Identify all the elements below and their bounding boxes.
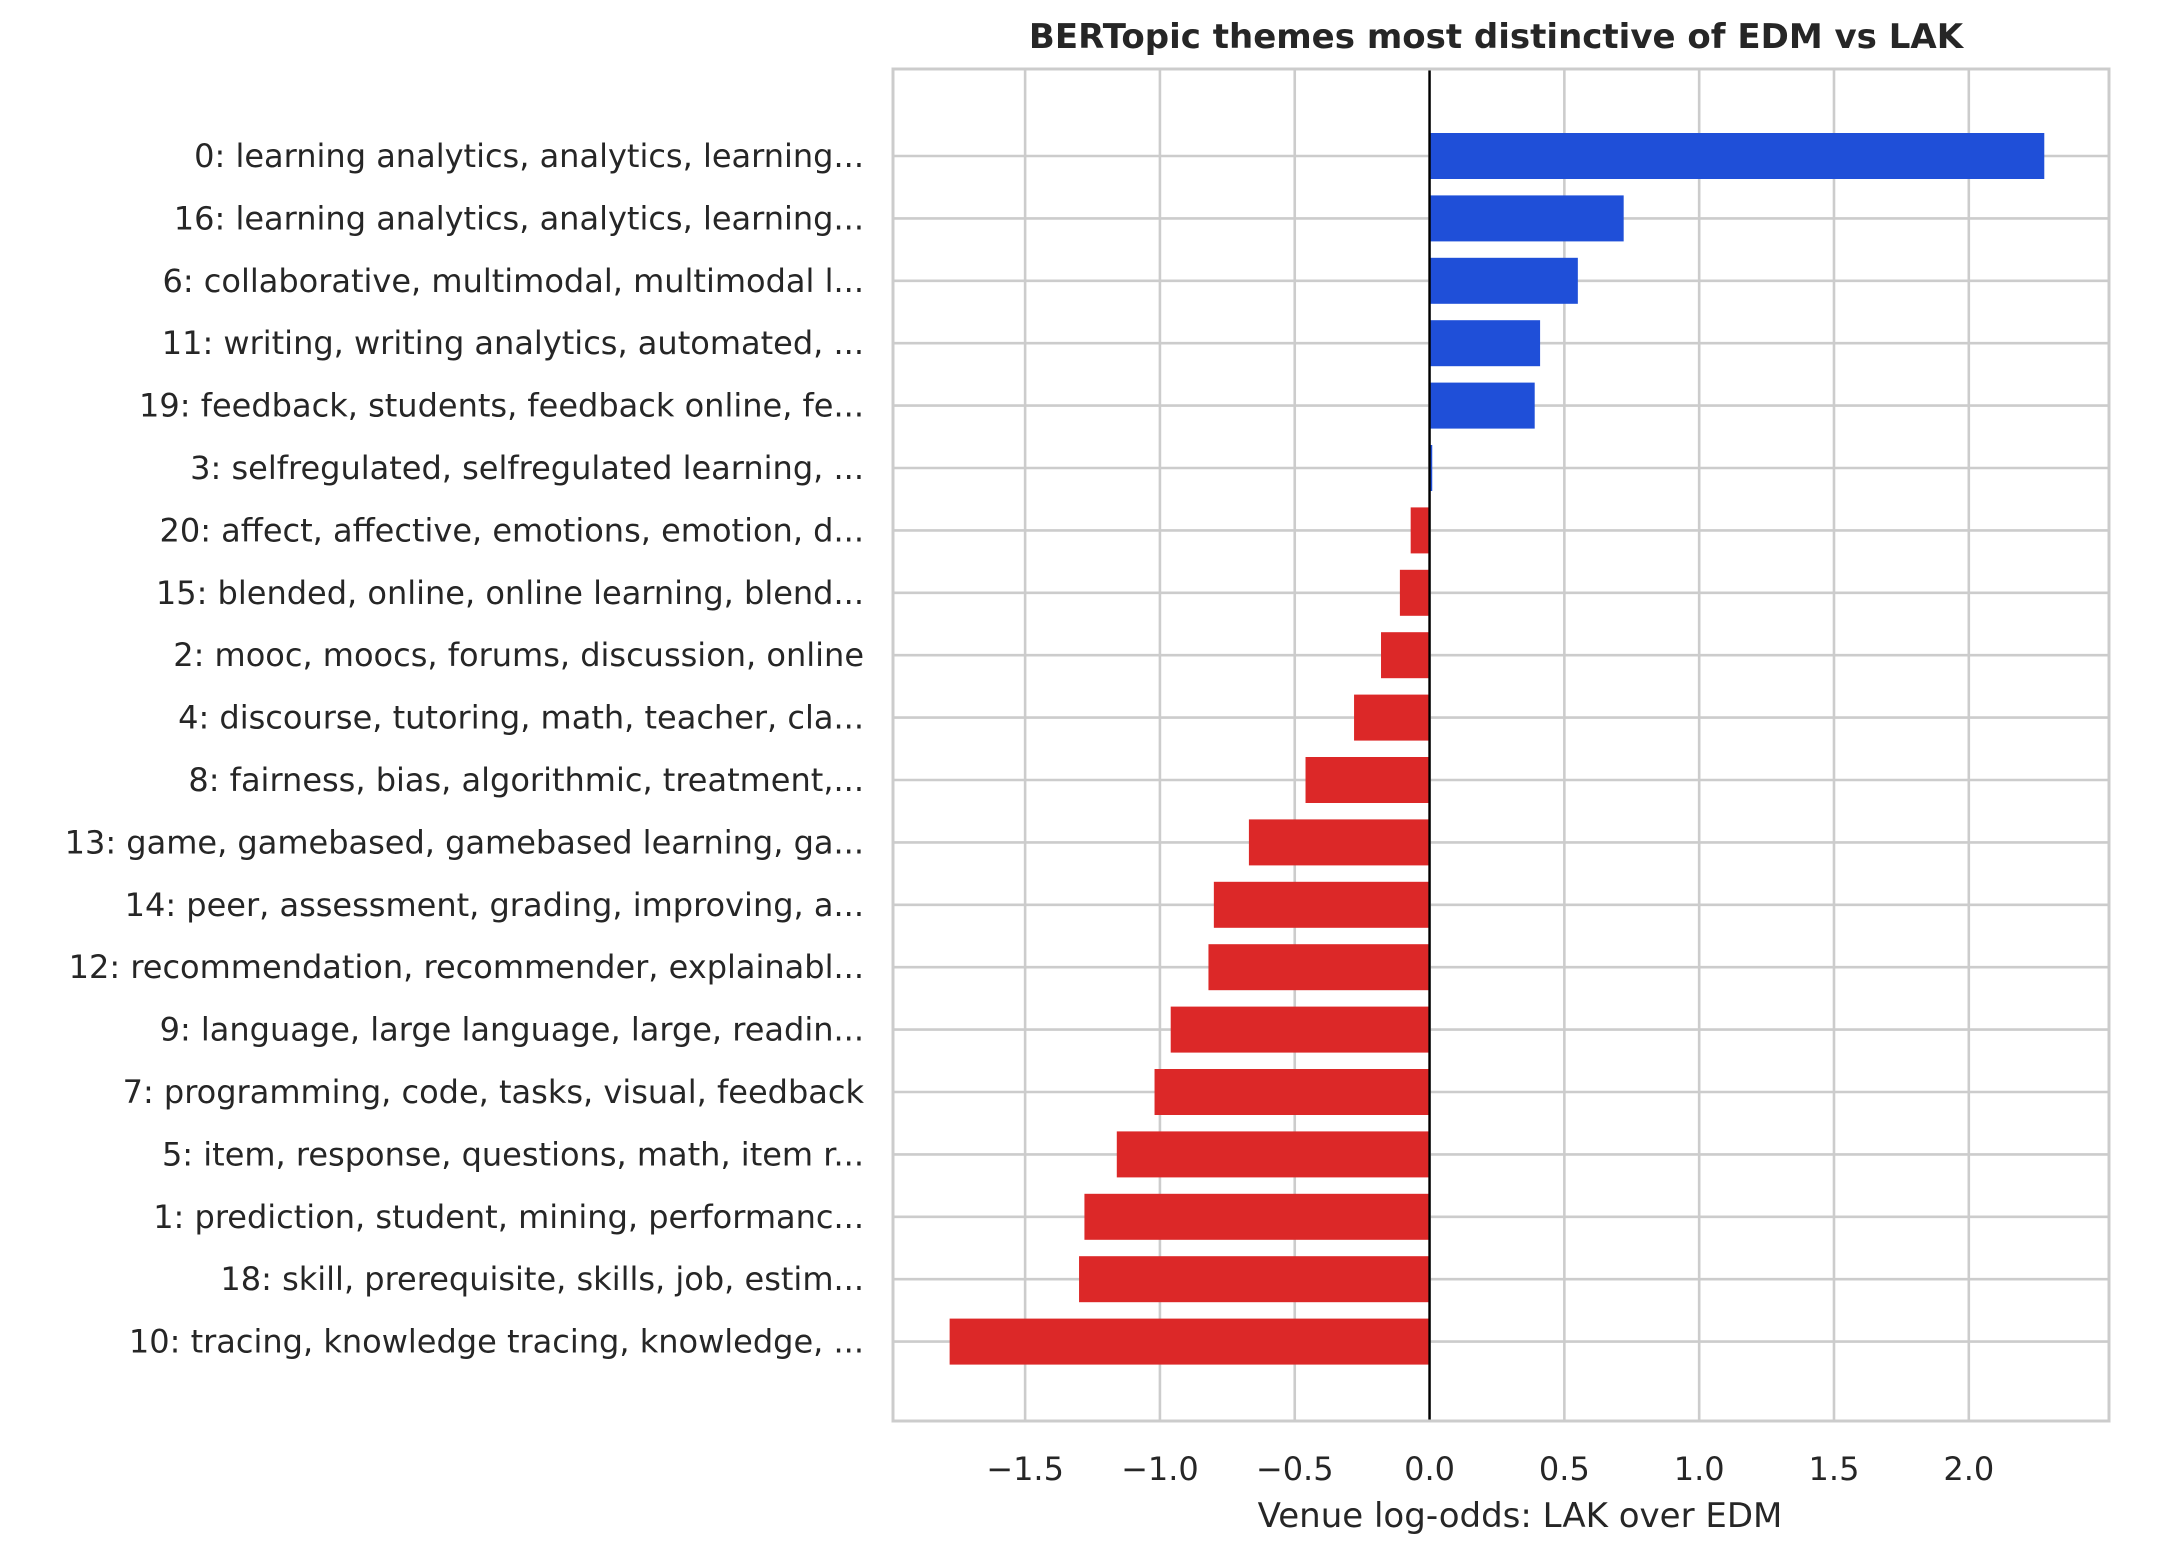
y-tick-label: 20: affect, affective, emotions, emotion… — [160, 511, 865, 549]
y-axis: 0: learning analytics, analytics, learni… — [65, 137, 865, 1361]
bar — [1410, 507, 1430, 554]
bar — [1208, 944, 1430, 991]
x-tick-label: −1.5 — [986, 1450, 1064, 1488]
x-tick-label: 1.0 — [1674, 1450, 1725, 1488]
bar — [1116, 1131, 1430, 1178]
x-axis: −1.5 −1.0 −0.5 0.0 0.5 1.0 1.5 2.0 — [986, 1450, 1994, 1488]
bar — [1429, 257, 1578, 304]
y-tick-label: 1: prediction, student, mining, performa… — [153, 1198, 864, 1236]
y-tick-label: 16: learning analytics, analytics, learn… — [174, 199, 864, 237]
bar — [1429, 320, 1541, 367]
bar — [1079, 1256, 1430, 1303]
y-tick-label: 8: fairness, bias, algorithmic, treatmen… — [188, 761, 864, 799]
x-axis-label: Venue log-odds: LAK over EDM — [1258, 1496, 1783, 1536]
y-tick-label: 15: blended, online, online learning, bl… — [156, 574, 864, 612]
y-tick-label: 7: programming, code, tasks, visual, fee… — [123, 1073, 865, 1111]
bars — [949, 133, 2045, 1365]
y-tick-label: 19: feedback, students, feedback online,… — [139, 387, 864, 425]
x-tick-label: 2.0 — [1943, 1450, 1994, 1488]
y-tick-label: 13: game, gamebased, gamebased learning,… — [65, 823, 864, 861]
x-tick-label: −1.0 — [1121, 1450, 1199, 1488]
x-tick-label: 0.5 — [1539, 1450, 1590, 1488]
bar — [1305, 757, 1430, 803]
plot-frame — [891, 67, 2111, 1423]
bar — [1248, 819, 1430, 866]
y-tick-label: 2: mooc, moocs, forums, discussion, onli… — [173, 636, 864, 674]
y-tick-label: 9: language, large language, large, read… — [160, 1011, 864, 1049]
x-tick-label: 0.0 — [1404, 1450, 1455, 1488]
bar — [1429, 445, 1433, 491]
bar — [949, 1318, 1430, 1365]
y-tick-label: 5: item, response, questions, math, item… — [162, 1135, 864, 1173]
y-tick-label: 14: peer, assessment, grading, improving… — [125, 886, 864, 924]
y-tick-label: 12: recommendation, recommender, explain… — [69, 948, 864, 986]
bar — [1399, 569, 1430, 616]
y-tick-label: 0: learning analytics, analytics, learni… — [194, 137, 864, 175]
bar — [1170, 1006, 1430, 1053]
bar — [1354, 694, 1430, 741]
y-tick-label: 18: skill, prerequisite, skills, job, es… — [220, 1260, 864, 1298]
bar — [1213, 881, 1430, 928]
bar — [1429, 382, 1535, 429]
bar — [1154, 1069, 1430, 1115]
bar — [1084, 1193, 1430, 1240]
bar — [1381, 632, 1430, 679]
chart-title: BERTopic themes most distinctive of EDM … — [1029, 17, 1965, 57]
bar — [1429, 195, 1624, 242]
y-tick-label: 6: collaborative, multimodal, multimodal… — [162, 262, 864, 300]
x-tick-label: −0.5 — [1256, 1450, 1334, 1488]
x-tick-label: 1.5 — [1809, 1450, 1860, 1488]
y-tick-label: 11: writing, writing analytics, automate… — [162, 324, 864, 362]
y-tick-label: 3: selfregulated, selfregulated learning… — [190, 449, 864, 487]
bar — [1429, 133, 2045, 179]
y-tick-label: 10: tracing, knowledge tracing, knowledg… — [129, 1323, 864, 1361]
y-tick-label: 4: discourse, tutoring, math, teacher, c… — [178, 699, 864, 737]
